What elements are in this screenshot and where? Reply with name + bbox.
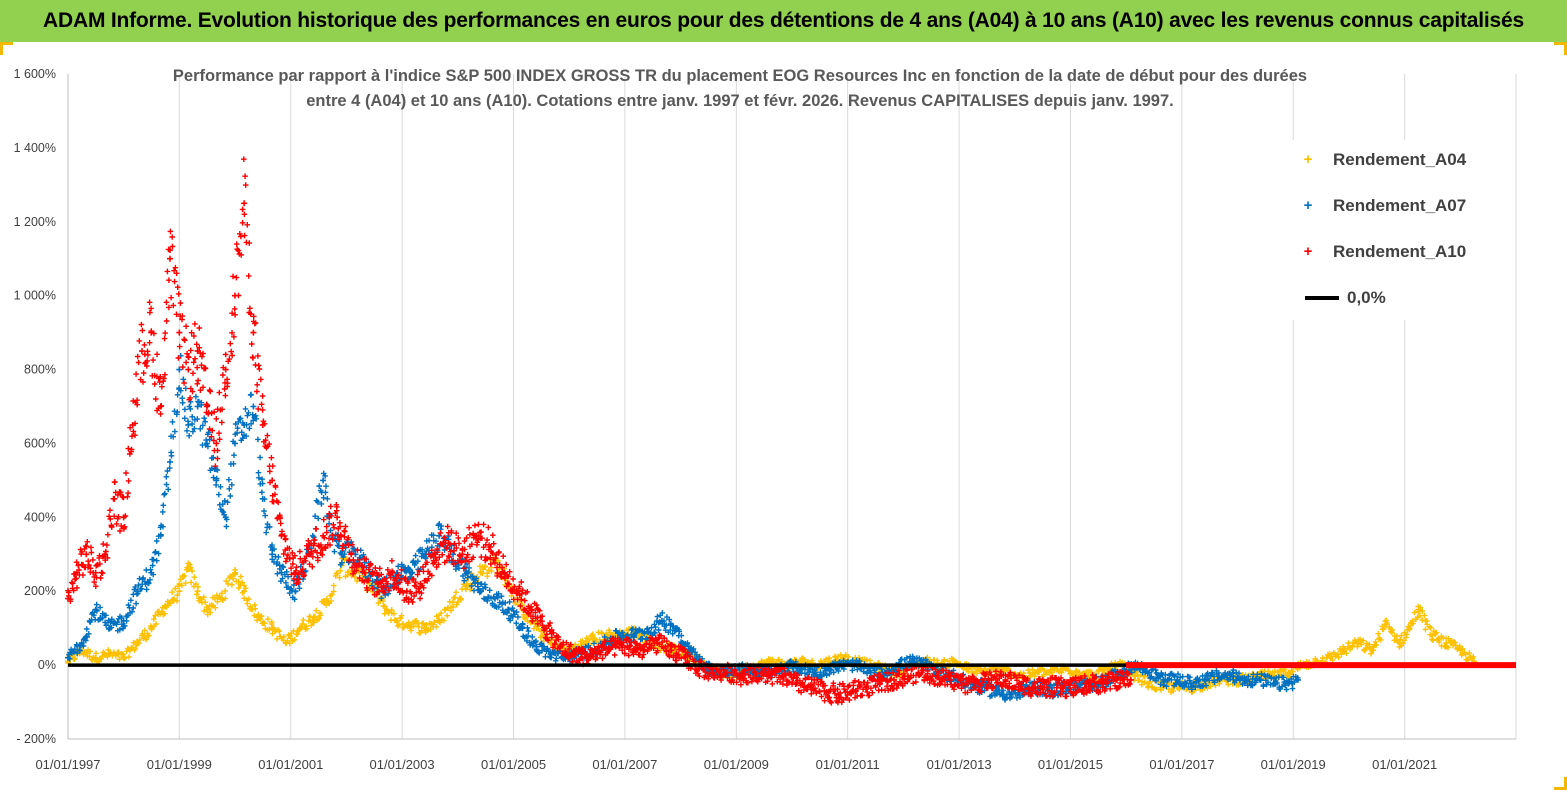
data-point [138, 348, 145, 355]
chart-title-line-1: Performance par rapport à l'indice S&P 5… [172, 67, 1308, 85]
x-tick-label: 01/01/2021 [1372, 757, 1437, 772]
chart-legend: + Rendement_A04 + Rendement_A07 + Rendem… [1283, 140, 1493, 320]
legend-label-zero: 0,0% [1347, 288, 1386, 307]
data-point [241, 200, 248, 207]
data-point [176, 329, 183, 336]
legend-item-a04: + Rendement_A04 [1283, 148, 1467, 172]
data-point-cloud [65, 156, 1133, 706]
y-axis-tick-labels: - 200% 0% 200% 400% 600% 800% 1 000% 1 200% 1 40… [14, 67, 56, 746]
chart-title-line-2: entre 4 (A04) et 10 ans (A10). Cotations… [306, 92, 1174, 110]
legend-plus-marker-icon: + [1303, 151, 1313, 168]
x-tick-label: 01/01/1999 [147, 757, 212, 772]
x-tick-label: 01/01/2003 [370, 757, 435, 772]
data-point [176, 588, 183, 595]
y-tick-label: 1 400% [14, 141, 56, 155]
y-tick-label: 1 600% [14, 67, 56, 81]
y-tick-label: 400% [24, 510, 56, 524]
corner-handle-bottom-right[interactable] [1554, 777, 1567, 790]
data-point [710, 669, 717, 676]
legend-plus-marker-icon: + [1303, 197, 1313, 214]
x-tick-label: 01/01/2013 [927, 757, 992, 772]
axes [67, 74, 1516, 740]
data-point [83, 551, 90, 558]
chart-title: Performance par rapport à l'indice S&P 5… [160, 64, 1320, 114]
legend-plus-marker-icon: + [1303, 243, 1313, 260]
x-axis-tick-labels: 01/01/1997 01/01/1999 01/01/2001 01/01/2003… [35, 757, 1437, 772]
legend-item-a07: + Rendement_A07 [1283, 194, 1467, 218]
y-tick-label: 200% [24, 584, 56, 598]
y-tick-label: 1 000% [14, 289, 56, 303]
x-tick-label: 01/01/2007 [592, 757, 657, 772]
legend-line-marker-icon [1305, 296, 1339, 300]
x-tick-label: 01/01/1997 [35, 757, 100, 772]
y-tick-label: 800% [24, 363, 56, 377]
report-title: ADAM Informe. Evolution historique des p… [43, 9, 1524, 32]
x-tick-label: 01/01/2001 [258, 757, 323, 772]
x-tick-label: 01/01/2017 [1149, 757, 1214, 772]
data-point [278, 569, 285, 576]
report-banner: ADAM Informe. Evolution historique des p… [0, 0, 1567, 42]
data-point [250, 403, 257, 410]
data-point [250, 329, 257, 336]
grid-lines [67, 74, 1517, 739]
legend-item-a10: + Rendement_A10 [1283, 240, 1467, 264]
data-point [185, 366, 192, 373]
legend-label-a04: Rendement_A04 [1333, 150, 1467, 169]
data-point [167, 458, 174, 465]
data-point [167, 255, 174, 262]
legend-label-a10: Rendement_A10 [1333, 242, 1467, 261]
x-tick-label: 01/01/2019 [1261, 757, 1326, 772]
y-tick-label: 600% [24, 436, 56, 450]
chart-area: - 200% 0% 200% 400% 600% 800% 1 000% 1 200% 1 40… [14, 67, 1517, 772]
data-point [320, 477, 327, 484]
legend-item-zero: 0,0% [1283, 286, 1386, 310]
data-point [176, 366, 183, 373]
x-tick-label: 01/01/2009 [704, 757, 769, 772]
y-tick-label: 0% [38, 658, 56, 672]
data-point [213, 440, 220, 447]
series-rendement-a10 [65, 156, 1516, 706]
x-tick-label: 01/01/2005 [481, 757, 546, 772]
corner-handle-top-left[interactable] [0, 42, 13, 55]
legend-label-a07: Rendement_A07 [1333, 196, 1467, 215]
x-tick-label: 01/01/2011 [816, 757, 880, 772]
y-tick-label: - 200% [16, 732, 56, 746]
y-tick-label: 1 200% [14, 215, 56, 229]
x-tick-label: 01/01/2015 [1038, 757, 1103, 772]
corner-handle-top-right[interactable] [1554, 42, 1567, 55]
data-point [436, 532, 443, 539]
series-rendement-a07 [65, 353, 1301, 703]
data-point [194, 403, 201, 410]
data-point [334, 514, 341, 521]
